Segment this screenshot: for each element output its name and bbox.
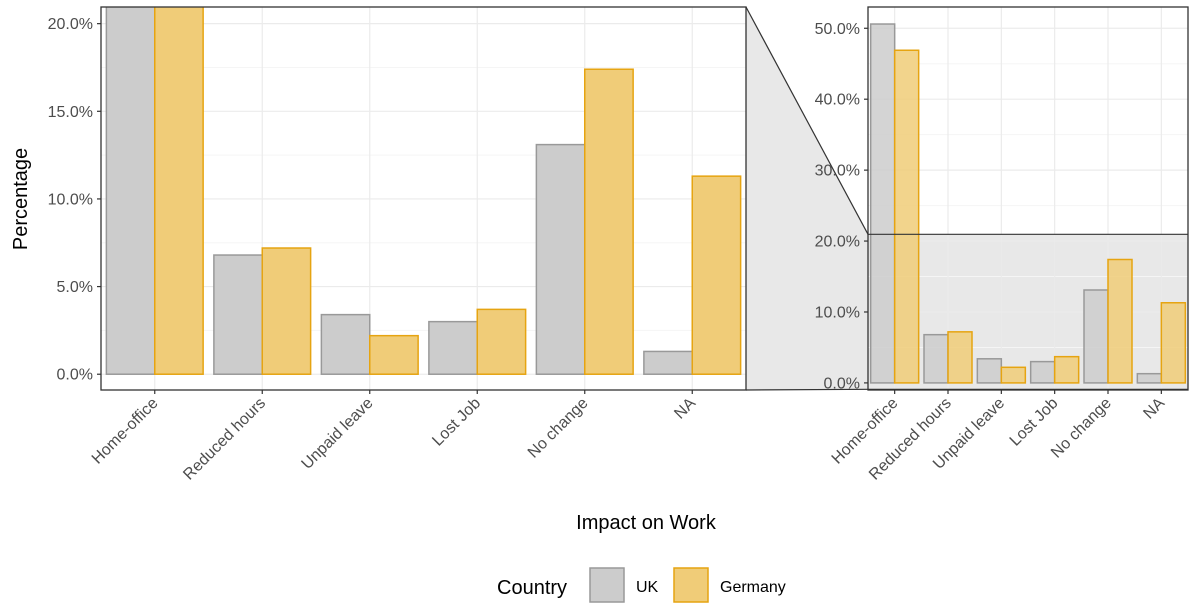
zoom-bar-uk-0 bbox=[869, 23, 896, 384]
main-xtick-label: Home-office bbox=[89, 395, 162, 468]
main-ytick-label: 0.0% bbox=[57, 367, 93, 384]
main-bar-uk-3 bbox=[428, 320, 478, 375]
zoom-bars bbox=[869, 23, 1187, 384]
main-ytick-label: 10.0% bbox=[48, 191, 93, 208]
main-ytick-label: 5.0% bbox=[57, 279, 93, 296]
x-axis-title: Impact on Work bbox=[576, 512, 717, 534]
zoom-connector-group bbox=[745, 6, 869, 391]
legend-label-uk: UK bbox=[636, 579, 659, 596]
main-ytick-label: 20.0% bbox=[48, 16, 93, 33]
zoom-panel: 0.0%10.0%20.0%30.0%40.0%50.0%Home-office… bbox=[815, 6, 1189, 484]
zoom-bar-uk-4 bbox=[1083, 289, 1109, 384]
main-xtick-label: Unpaid leave bbox=[299, 395, 377, 473]
zoom-xtick-label: Lost Job bbox=[1007, 395, 1062, 450]
zoom-bar-uk-5 bbox=[1136, 372, 1163, 384]
main-bar-uk-1 bbox=[213, 254, 263, 375]
zoom-bar-uk-3 bbox=[1029, 360, 1056, 384]
legend-label-germany: Germany bbox=[720, 579, 786, 596]
main-bar-germany-1 bbox=[261, 247, 312, 375]
main-bar-germany-0 bbox=[154, 7, 204, 375]
main-xtick-label: Reduced hours bbox=[180, 395, 269, 484]
zoom-connector-line-bottom bbox=[745, 388, 869, 391]
zoom-ytick-label: 0.0% bbox=[824, 375, 860, 392]
main-bar-uk-4 bbox=[535, 143, 586, 375]
zoom-ytick-label: 50.0% bbox=[815, 21, 860, 38]
zoom-connector-line-top bbox=[745, 6, 869, 235]
main-panel: 0.0% 5.0% 10.0% 15.0% 20.0% Home-office Reduce… bbox=[48, 6, 747, 484]
main-bar-germany-4 bbox=[584, 68, 634, 375]
zoom-xtick-label: NA bbox=[1140, 395, 1168, 423]
main-xtick-label: Lost Job bbox=[429, 395, 484, 450]
zoom-bar-uk-1 bbox=[923, 333, 949, 384]
zoom-ytick-label: 10.0% bbox=[815, 304, 860, 321]
main-bar-uk-5 bbox=[643, 350, 693, 375]
zoom-border bbox=[867, 6, 1189, 391]
zoom-ytick-label: 30.0% bbox=[815, 163, 860, 180]
zoom-bar-germany-4 bbox=[1107, 258, 1133, 384]
main-bars bbox=[105, 7, 742, 375]
main-bar-germany-2 bbox=[369, 334, 419, 375]
main-xtick-label: NA bbox=[671, 395, 699, 423]
zoom-ytick-label: 20.0% bbox=[815, 234, 860, 251]
main-xtick-label: No change bbox=[525, 395, 592, 462]
legend-key-germany bbox=[673, 567, 709, 603]
legend: Country UK Germany bbox=[497, 567, 786, 603]
zoom-bar-germany-3 bbox=[1053, 355, 1080, 384]
zoom-bar-germany-1 bbox=[947, 331, 973, 384]
zoom-bar-germany-2 bbox=[1000, 366, 1027, 384]
zoom-bar-uk-2 bbox=[976, 358, 1003, 384]
main-ytick-label: 15.0% bbox=[48, 104, 93, 121]
y-axis-title: Percentage bbox=[10, 148, 32, 250]
legend-key-uk bbox=[589, 567, 625, 603]
legend-title: Country bbox=[497, 577, 567, 599]
main-bar-germany-3 bbox=[476, 308, 527, 375]
zoom-ytick-label: 40.0% bbox=[815, 92, 860, 109]
zoom-connector-shade bbox=[746, 7, 868, 390]
main-bar-germany-5 bbox=[691, 175, 742, 375]
main-bar-uk-0 bbox=[105, 7, 156, 375]
zoom-bar-germany-0 bbox=[893, 49, 920, 384]
main-bar-uk-2 bbox=[320, 313, 371, 375]
zoom-bar-germany-5 bbox=[1160, 302, 1187, 384]
